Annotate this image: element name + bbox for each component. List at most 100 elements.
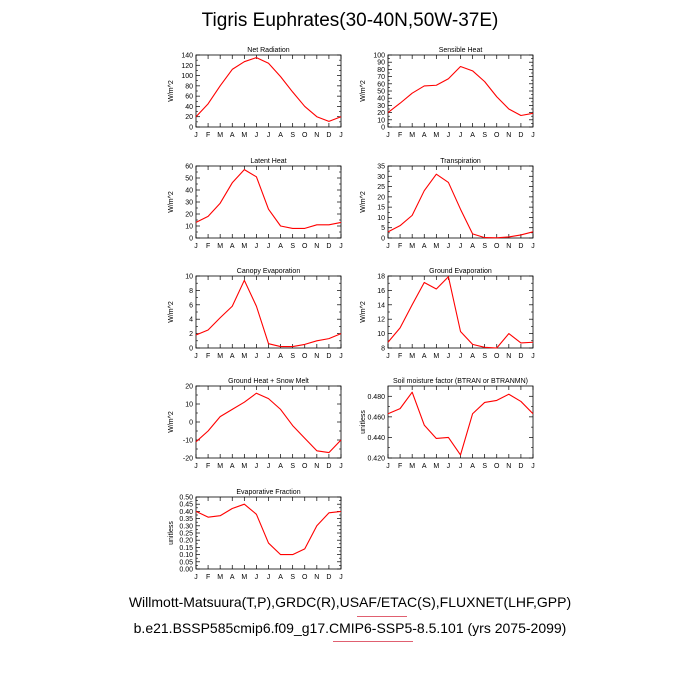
net-radiation-ytick-label: 80 — [185, 83, 193, 90]
canopy-evaporation-xtick-label: D — [326, 353, 331, 360]
latent-heat-xtick-label: J — [339, 243, 343, 250]
ground-evaporation-xtick-label: J — [386, 353, 390, 360]
ground-heat-snow-melt-ytick-label: -10 — [183, 438, 193, 445]
ground-evaporation-series-line — [387, 276, 534, 349]
canopy-evaporation-xtick-label: M — [217, 353, 223, 360]
net-radiation-xtick-label: D — [326, 132, 331, 139]
soil-moisture-factor-btran-or-btranmn-xtick-label: J — [459, 463, 463, 470]
evaporative-fraction-series-line — [195, 503, 342, 556]
evaporative-fraction-ytick-label: 0.20 — [179, 538, 193, 545]
evaporative-fraction-ytick-label: 0.45 — [179, 502, 193, 509]
latent-heat-xtick-label: A — [230, 243, 235, 250]
ground-evaporation-xtick-label: O — [494, 353, 500, 360]
transpiration-xtick-label: J — [386, 243, 390, 250]
ground-heat-snow-melt-ylabel: W/m^2 — [168, 411, 175, 433]
net-radiation-xtick-label: A — [278, 132, 283, 139]
evaporative-fraction-xtick-label: A — [278, 574, 283, 581]
canopy-evaporation-series-line — [195, 279, 342, 348]
ground-heat-snow-melt-xtick-label: S — [290, 463, 295, 470]
canopy-evaporation-xtick-label: N — [314, 353, 319, 360]
net-radiation-xtick-label: M — [217, 132, 223, 139]
evaporative-fraction-xtick-label: J — [255, 574, 259, 581]
soil-moisture-factor-btran-or-btranmn-xtick-label: J — [386, 463, 390, 470]
evaporative-fraction-ytick-label: 0.15 — [179, 545, 193, 552]
soil-moisture-factor-btran-or-btranmn-xtick-label: J — [531, 463, 535, 470]
figure-title: Tigris Euphrates(30-40N,50W-37E) — [201, 10, 499, 31]
panel-evaporative-fraction: Evaporative Fraction unitless 0.000.050.10… — [168, 489, 343, 581]
ground-evaporation-xtick-label: A — [422, 353, 427, 360]
ground-evaporation-ylabel: W/m^2 — [360, 301, 367, 323]
canopy-evaporation-ylabel: W/m^2 — [168, 301, 175, 323]
latent-heat-xtick-label: D — [326, 243, 331, 250]
sensible-heat-ytick-label: 30 — [377, 103, 385, 110]
net-radiation-xtick-label: J — [339, 132, 343, 139]
sensible-heat-xtick-label: F — [398, 132, 402, 139]
sensible-heat-frame — [387, 54, 534, 128]
soil-moisture-factor-btran-or-btranmn-frame — [387, 385, 534, 459]
ground-heat-snow-melt-xtick-label: M — [217, 463, 223, 470]
sensible-heat-ytick-label: 60 — [377, 81, 385, 88]
soil-moisture-factor-btran-or-btranmn-xtick-label: F — [398, 463, 402, 470]
sensible-heat-xtick-label: N — [506, 132, 511, 139]
net-radiation-ytick-label: 20 — [185, 114, 193, 121]
evaporative-fraction-frame — [195, 496, 342, 570]
canopy-evaporation-xtick-label: M — [241, 353, 247, 360]
ground-evaporation-ytick-label: 14 — [377, 302, 385, 309]
evaporative-fraction-ytick-label: 0.40 — [179, 509, 193, 516]
ground-evaporation-xtick-label: M — [433, 353, 439, 360]
ground-evaporation-ytick-label: 18 — [377, 274, 385, 281]
canopy-evaporation-xtick-label: F — [206, 353, 210, 360]
latent-heat-ytick-label: 10 — [185, 224, 193, 231]
evaporative-fraction-ylabel: unitless — [168, 521, 175, 545]
evaporative-fraction-ytick-label: 0.10 — [179, 552, 193, 559]
canopy-evaporation-ytick-label: 10 — [185, 274, 193, 281]
net-radiation-series-line — [195, 57, 342, 122]
transpiration-ytick-label: 25 — [377, 184, 385, 191]
evaporative-fraction-xtick-label: S — [290, 574, 295, 581]
evaporative-fraction-xtick-label: J — [339, 574, 343, 581]
transpiration-xtick-label: J — [531, 243, 535, 250]
sensible-heat-title: Sensible Heat — [439, 47, 483, 54]
transpiration-xtick-label: M — [409, 243, 415, 250]
ground-evaporation-ytick-label: 16 — [377, 288, 385, 295]
net-radiation-ytick-label: 40 — [185, 104, 193, 111]
canopy-evaporation-ytick-label: 6 — [189, 302, 193, 309]
sensible-heat-ytick-label: 20 — [377, 110, 385, 117]
transpiration-xtick-label: F — [398, 243, 402, 250]
latent-heat-ylabel: W/m^2 — [168, 191, 175, 213]
latent-heat-xtick-label: M — [241, 243, 247, 250]
evaporative-fraction-ytick-label: 0.05 — [179, 559, 193, 566]
evaporative-fraction-xtick-label: O — [302, 574, 308, 581]
canopy-evaporation-xtick-label: J — [339, 353, 343, 360]
ground-evaporation-xtick-label: S — [482, 353, 487, 360]
sensible-heat-ytick-label: 50 — [377, 89, 385, 96]
canopy-evaporation-xtick-label: A — [230, 353, 235, 360]
evaporative-fraction-ytick-label: 0.35 — [179, 516, 193, 523]
evaporative-fraction-title: Evaporative Fraction — [236, 489, 300, 496]
ground-heat-snow-melt-xtick-label: N — [314, 463, 319, 470]
transpiration-xtick-label: J — [459, 243, 463, 250]
evaporative-fraction-xtick-label: M — [241, 574, 247, 581]
canopy-evaporation-ytick-label: 0 — [189, 346, 193, 353]
net-radiation-xtick-label: J — [194, 132, 198, 139]
latent-heat-frame — [195, 165, 342, 239]
latent-heat-xtick-label: J — [267, 243, 271, 250]
transpiration-ytick-label: 5 — [381, 225, 385, 232]
sensible-heat-xtick-label: M — [409, 132, 415, 139]
canopy-evaporation-xtick-label: S — [290, 353, 295, 360]
canopy-evaporation-ytick-label: 2 — [189, 331, 193, 338]
sensible-heat-xtick-label: J — [531, 132, 535, 139]
latent-heat-xtick-label: J — [194, 243, 198, 250]
net-radiation-ytick-label: 140 — [181, 53, 193, 60]
sensible-heat-xtick-label: O — [494, 132, 500, 139]
net-radiation-xtick-label: M — [241, 132, 247, 139]
ground-evaporation-xtick-label: D — [518, 353, 523, 360]
net-radiation-xtick-label: A — [230, 132, 235, 139]
latent-heat-xtick-label: S — [290, 243, 295, 250]
soil-moisture-factor-btran-or-btranmn-ytick-label: 0.480 — [367, 394, 385, 401]
ground-evaporation-frame — [387, 275, 534, 349]
